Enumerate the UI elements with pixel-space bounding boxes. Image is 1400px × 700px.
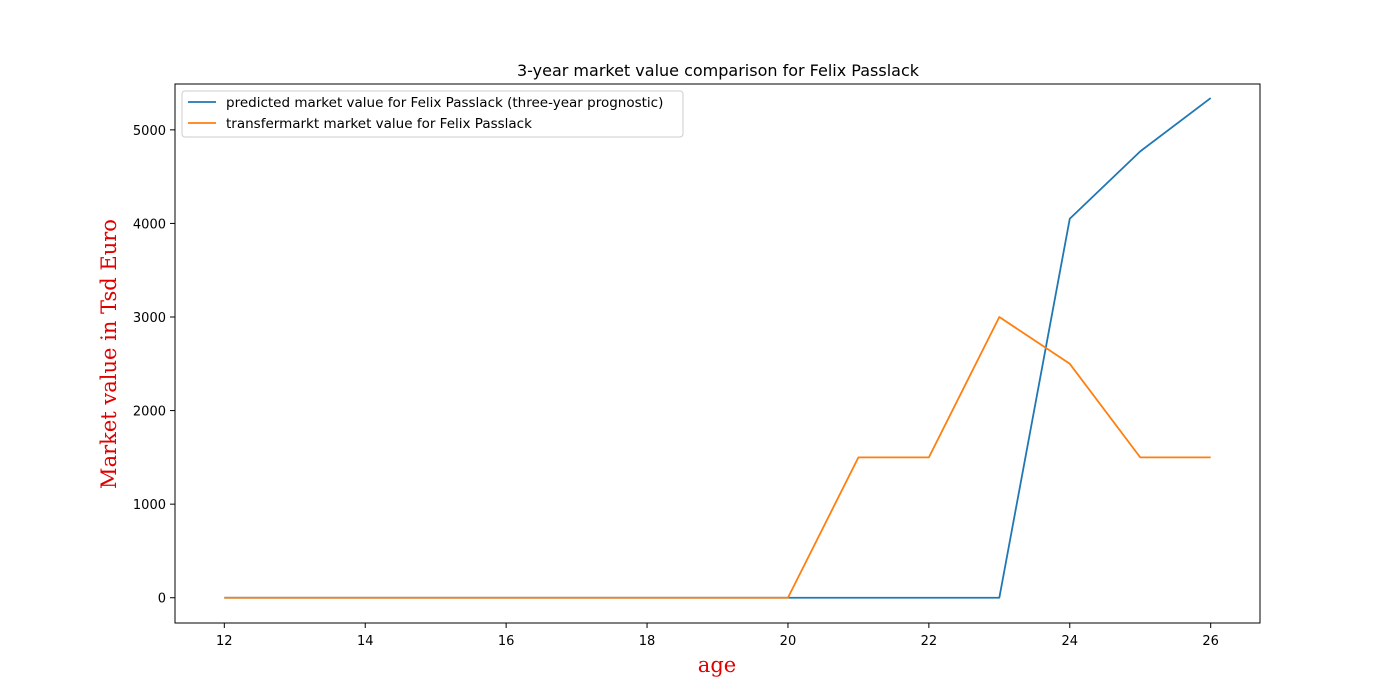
y-tick-label: 1000: [133, 498, 166, 513]
x-tick-label: 26: [1202, 634, 1219, 649]
plot-frame: [174, 83, 1261, 624]
y-tick-label: 0: [158, 592, 166, 607]
y-tick-label: 3000: [133, 311, 166, 326]
legend-label-1: predicted market value for Felix Passlac…: [226, 95, 663, 111]
x-axis-label: age: [698, 653, 736, 677]
y-axis-label: Market value in Tsd Euro: [97, 219, 121, 489]
x-axis: 12 14 16 18 20 22 24 26: [216, 623, 1219, 649]
x-tick-label: 22: [921, 634, 938, 649]
chart-title: 3-year market value comparison for Felix…: [517, 61, 920, 80]
y-tick-label: 4000: [133, 217, 166, 232]
y-tick-label: 5000: [133, 124, 166, 139]
y-axis: 0 1000 2000 3000 4000 5000: [133, 124, 175, 607]
x-tick-label: 24: [1061, 634, 1078, 649]
series-line-2: [224, 316, 1211, 599]
x-tick-label: 14: [357, 634, 374, 649]
x-tick-label: 12: [216, 634, 233, 649]
legend-label-2: transfermarkt market value for Felix Pas…: [226, 116, 532, 132]
legend: predicted market value for Felix Passlac…: [181, 90, 684, 138]
series-layer: [224, 97, 1212, 599]
legend-box: [181, 90, 684, 138]
x-tick-label: 20: [780, 634, 797, 649]
x-tick-label: 16: [498, 634, 515, 649]
plot-area: [175, 84, 1260, 623]
y-tick-label: 2000: [133, 405, 166, 420]
x-tick-label: 18: [639, 634, 656, 649]
